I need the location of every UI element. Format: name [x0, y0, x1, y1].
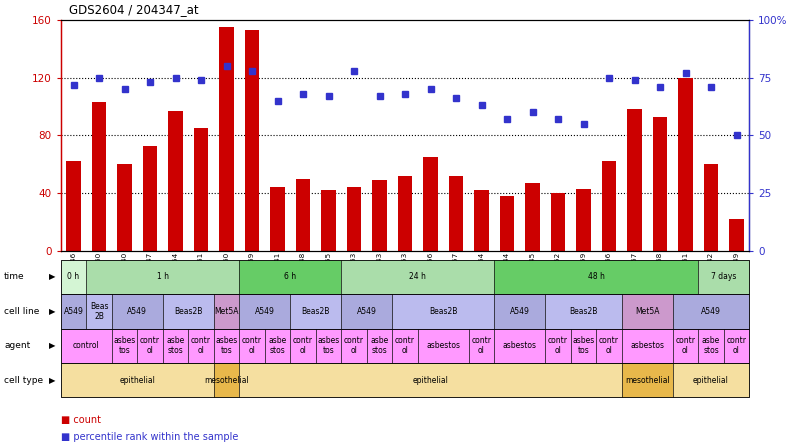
Bar: [602, 162, 616, 251]
Text: Met5A: Met5A: [635, 307, 659, 316]
Text: time: time: [4, 273, 24, 281]
Text: Beas2B: Beas2B: [429, 307, 458, 316]
Text: asbestos: asbestos: [630, 341, 664, 350]
Text: ▶: ▶: [49, 273, 55, 281]
Text: asbes
tos: asbes tos: [318, 336, 339, 356]
Bar: [500, 196, 514, 251]
Bar: [398, 176, 412, 251]
Bar: [449, 176, 463, 251]
Text: contr
ol: contr ol: [727, 336, 747, 356]
Text: Beas2B: Beas2B: [174, 307, 202, 316]
Text: control: control: [73, 341, 100, 350]
Text: asbe
stos: asbe stos: [268, 336, 287, 356]
Text: ■ count: ■ count: [61, 415, 100, 424]
Text: 6 h: 6 h: [284, 273, 296, 281]
Text: asbe
stos: asbe stos: [370, 336, 389, 356]
Text: cell line: cell line: [4, 307, 40, 316]
Text: asbe
stos: asbe stos: [702, 336, 720, 356]
Text: ■ percentile rank within the sample: ■ percentile rank within the sample: [61, 432, 238, 442]
Text: contr
ol: contr ol: [242, 336, 262, 356]
Text: epithelial: epithelial: [693, 376, 729, 385]
Text: epithelial: epithelial: [412, 376, 449, 385]
Bar: [92, 102, 106, 251]
Bar: [704, 164, 718, 251]
Text: A549: A549: [509, 307, 530, 316]
Text: asbes
tos: asbes tos: [113, 336, 135, 356]
Bar: [194, 128, 208, 251]
Text: contr
ol: contr ol: [676, 336, 696, 356]
Text: A549: A549: [357, 307, 377, 316]
Text: Beas
2B: Beas 2B: [90, 301, 109, 321]
Text: asbe
stos: asbe stos: [166, 336, 185, 356]
Text: asbes
tos: asbes tos: [573, 336, 595, 356]
Bar: [373, 180, 386, 251]
Bar: [168, 111, 182, 251]
Bar: [424, 157, 437, 251]
Bar: [117, 164, 131, 251]
Text: GDS2604 / 204347_at: GDS2604 / 204347_at: [69, 3, 198, 16]
Text: asbes
tos: asbes tos: [215, 336, 237, 356]
Text: 1 h: 1 h: [157, 273, 168, 281]
Text: contr
ol: contr ol: [548, 336, 568, 356]
Text: contr
ol: contr ol: [471, 336, 492, 356]
Bar: [143, 146, 157, 251]
Text: epithelial: epithelial: [119, 376, 156, 385]
Text: ▶: ▶: [49, 307, 55, 316]
Text: 24 h: 24 h: [409, 273, 426, 281]
Bar: [526, 183, 539, 251]
Text: mesothelial: mesothelial: [625, 376, 670, 385]
Text: 7 days: 7 days: [711, 273, 736, 281]
Text: 0 h: 0 h: [67, 273, 79, 281]
Bar: [347, 187, 361, 251]
Text: A549: A549: [255, 307, 275, 316]
Bar: [322, 190, 335, 251]
Bar: [271, 187, 284, 251]
Text: 48 h: 48 h: [588, 273, 605, 281]
Bar: [296, 179, 310, 251]
Text: contr
ol: contr ol: [599, 336, 619, 356]
Text: Beas2B: Beas2B: [569, 307, 598, 316]
Text: A549: A549: [63, 307, 83, 316]
Text: Beas2B: Beas2B: [301, 307, 330, 316]
Text: A549: A549: [127, 307, 147, 316]
Bar: [628, 109, 642, 251]
Text: contr
ol: contr ol: [140, 336, 160, 356]
Text: asbestos: asbestos: [503, 341, 537, 350]
Bar: [220, 27, 233, 251]
Bar: [730, 219, 744, 251]
Bar: [551, 193, 565, 251]
Bar: [653, 117, 667, 251]
Text: asbestos: asbestos: [426, 341, 460, 350]
Bar: [577, 189, 590, 251]
Text: ▶: ▶: [49, 341, 55, 350]
Text: contr
ol: contr ol: [344, 336, 364, 356]
Text: contr
ol: contr ol: [395, 336, 415, 356]
Text: contr
ol: contr ol: [293, 336, 313, 356]
Bar: [679, 78, 693, 251]
Bar: [475, 190, 488, 251]
Bar: [66, 162, 80, 251]
Text: Met5A: Met5A: [215, 307, 239, 316]
Text: mesothelial: mesothelial: [204, 376, 249, 385]
Text: contr
ol: contr ol: [191, 336, 211, 356]
Text: A549: A549: [701, 307, 721, 316]
Text: agent: agent: [4, 341, 30, 350]
Text: ▶: ▶: [49, 376, 55, 385]
Text: cell type: cell type: [4, 376, 43, 385]
Bar: [245, 30, 259, 251]
